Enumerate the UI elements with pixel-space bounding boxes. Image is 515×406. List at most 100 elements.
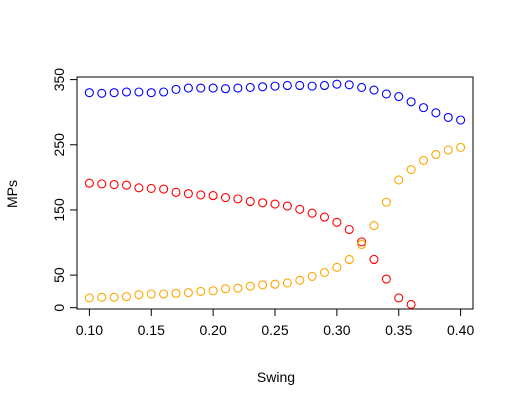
data-point — [394, 92, 404, 102]
data-point — [171, 187, 181, 197]
data-point — [233, 283, 243, 293]
data-point — [121, 87, 132, 97]
data-point — [344, 254, 354, 265]
data-point — [456, 142, 466, 152]
data-point — [270, 199, 280, 209]
data-point — [295, 275, 305, 285]
data-point — [431, 108, 441, 118]
data-point — [307, 208, 317, 218]
data-point — [381, 89, 391, 99]
data-point — [406, 164, 416, 175]
data-point — [146, 289, 156, 299]
data-point — [233, 83, 243, 93]
data-point — [369, 254, 379, 265]
data-point — [220, 84, 231, 94]
data-point — [208, 286, 218, 296]
data-point — [109, 179, 119, 190]
data-point — [418, 155, 429, 165]
data-point — [245, 281, 255, 291]
data-point — [344, 224, 354, 235]
data-point — [109, 88, 119, 98]
data-point — [319, 267, 330, 278]
data-point — [332, 79, 342, 89]
y-tick-label: 350 — [51, 68, 67, 92]
y-tick-label: 150 — [51, 198, 67, 222]
data-point — [258, 280, 268, 290]
data-point — [171, 288, 181, 298]
data-point — [282, 80, 292, 91]
data-point — [84, 293, 94, 303]
data-point — [295, 80, 305, 91]
data-point — [270, 81, 280, 91]
data-point — [208, 83, 218, 93]
data-point — [307, 271, 317, 281]
data-point — [394, 175, 404, 185]
data-point — [159, 184, 169, 194]
data-point — [258, 82, 268, 92]
y-axis: 0 50 150 250 350 — [51, 68, 78, 312]
series-3 — [84, 142, 466, 303]
data-point — [357, 82, 367, 92]
data-point — [183, 83, 193, 93]
data-point — [146, 183, 156, 193]
data-point — [282, 278, 292, 288]
x-tick-label: 0.35 — [385, 322, 412, 338]
data-point — [196, 286, 206, 296]
data-point — [369, 221, 379, 231]
x-tick-label: 0.15 — [138, 322, 165, 338]
data-point — [307, 81, 317, 91]
data-point — [171, 84, 181, 94]
data-point — [183, 189, 193, 199]
data-point — [159, 87, 169, 97]
data-point — [456, 115, 466, 125]
data-point — [369, 85, 379, 95]
data-point — [121, 180, 132, 190]
plot-frame — [76, 76, 474, 310]
data-point — [319, 212, 330, 222]
data-point — [295, 204, 305, 214]
data-point — [220, 284, 231, 294]
data-point — [418, 103, 429, 113]
data-point — [84, 178, 94, 188]
data-point — [245, 196, 255, 207]
data-point — [406, 97, 416, 107]
data-point — [357, 237, 367, 247]
x-tick-label: 0.10 — [76, 322, 103, 338]
data-point — [146, 88, 156, 98]
x-tick-label: 0.25 — [261, 322, 288, 338]
data-point — [208, 191, 218, 201]
series-2 — [84, 178, 416, 309]
data-points — [84, 79, 466, 309]
y-axis-title: MPs — [4, 180, 20, 208]
x-axis: 0.10 0.15 0.20 0.25 0.30 0.35 0.40 — [76, 308, 474, 338]
y-tick-label: 50 — [51, 267, 67, 283]
data-point — [134, 183, 144, 193]
data-point — [443, 112, 453, 122]
data-point — [381, 274, 391, 284]
x-tick-label: 0.20 — [200, 322, 227, 338]
data-point — [258, 198, 268, 208]
data-point — [134, 290, 144, 300]
y-tick-label: 0 — [51, 304, 67, 312]
series-1 — [84, 79, 466, 125]
x-axis-title: Swing — [257, 369, 295, 385]
data-point — [394, 293, 404, 303]
data-point — [109, 292, 119, 302]
data-point — [220, 193, 231, 203]
data-point — [270, 279, 280, 289]
data-point — [159, 289, 169, 299]
data-point — [431, 150, 441, 160]
data-point — [332, 217, 342, 227]
x-tick-label: 0.40 — [447, 322, 474, 338]
data-point — [196, 83, 206, 93]
data-point — [121, 292, 132, 302]
data-point — [319, 80, 330, 91]
data-point — [381, 197, 391, 207]
data-point — [282, 201, 292, 211]
data-point — [233, 194, 243, 204]
y-tick-label: 250 — [51, 133, 67, 157]
data-point — [443, 145, 453, 155]
data-point — [332, 262, 342, 272]
data-point — [84, 88, 94, 98]
